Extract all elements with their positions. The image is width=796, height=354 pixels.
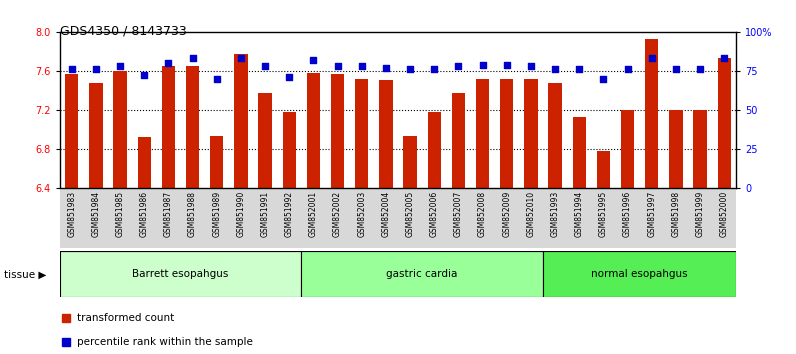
Bar [548,84,562,188]
Bar [302,251,543,297]
Bar [259,93,271,188]
Text: tissue ▶: tissue ▶ [4,269,46,279]
Text: Barrett esopahgus: Barrett esopahgus [132,269,228,279]
Bar [645,39,658,188]
Text: GSM851999: GSM851999 [696,190,704,237]
Bar [597,151,610,188]
Bar [162,66,175,188]
Text: GSM851996: GSM851996 [623,190,632,237]
Text: GSM852009: GSM852009 [502,190,511,237]
Bar [572,116,586,188]
Text: GSM852000: GSM852000 [720,190,728,237]
Point [573,67,586,72]
Text: percentile rank within the sample: percentile rank within the sample [76,337,252,347]
Text: transformed count: transformed count [76,313,174,323]
Point [65,67,78,72]
Point [501,62,513,67]
Text: GSM852006: GSM852006 [430,190,439,237]
Bar [138,137,151,188]
Text: GSM851987: GSM851987 [164,190,173,237]
Bar [65,74,79,188]
Bar [404,136,417,188]
Bar [693,110,707,188]
Point [259,63,271,69]
Bar [355,79,369,188]
Point [355,63,368,69]
Text: GSM852004: GSM852004 [381,190,390,237]
Text: GSM851990: GSM851990 [236,190,245,237]
Point [331,63,344,69]
Bar [621,110,634,188]
Text: GSM852002: GSM852002 [333,190,342,237]
Bar [379,80,392,188]
Bar [669,110,682,188]
Bar [114,71,127,188]
Bar [427,112,441,188]
Text: GSM852007: GSM852007 [454,190,463,237]
Bar [283,112,296,188]
Text: GSM851985: GSM851985 [115,190,125,237]
Text: GSM852010: GSM852010 [526,190,536,237]
Text: GSM851989: GSM851989 [213,190,221,237]
Text: GSM851997: GSM851997 [647,190,656,237]
Point [548,67,561,72]
Text: GSM851986: GSM851986 [140,190,149,237]
Text: GSM851992: GSM851992 [285,190,294,237]
Point [307,57,320,63]
Text: gastric cardia: gastric cardia [387,269,458,279]
Point [476,62,489,67]
Bar [89,84,103,188]
Bar [476,79,490,188]
Bar [234,54,248,188]
Text: GSM852005: GSM852005 [406,190,415,237]
Text: GSM852008: GSM852008 [478,190,487,237]
Text: GSM851983: GSM851983 [68,190,76,237]
Point [380,65,392,70]
Point [404,67,416,72]
Text: GSM851984: GSM851984 [92,190,100,237]
Point [138,73,150,78]
Text: GSM851998: GSM851998 [671,190,681,237]
Point [210,76,223,81]
Bar [60,251,302,297]
Point [525,63,537,69]
Text: GSM851988: GSM851988 [188,190,197,236]
Point [669,67,682,72]
Bar [210,136,224,188]
Bar [186,66,199,188]
Text: GSM851991: GSM851991 [260,190,270,237]
Bar [306,73,320,188]
Bar [717,58,731,188]
Text: normal esopahgus: normal esopahgus [591,269,688,279]
Point [162,60,175,66]
Point [621,67,634,72]
Bar [543,251,736,297]
Point [452,63,465,69]
Text: GSM852003: GSM852003 [357,190,366,237]
Point [597,76,610,81]
Point [114,63,127,69]
Text: GSM851993: GSM851993 [551,190,560,237]
Bar [500,79,513,188]
Bar [331,74,344,188]
Point [693,67,706,72]
Text: GSM852001: GSM852001 [309,190,318,237]
Text: GDS4350 / 8143733: GDS4350 / 8143733 [60,25,186,38]
Point [235,56,248,61]
Point [283,74,295,80]
Bar [452,93,465,188]
Point [646,56,658,61]
Point [718,56,731,61]
Text: GSM851995: GSM851995 [599,190,608,237]
Bar [525,79,537,188]
Text: GSM851994: GSM851994 [575,190,583,237]
Point [186,56,199,61]
Point [90,67,103,72]
Point [428,67,441,72]
